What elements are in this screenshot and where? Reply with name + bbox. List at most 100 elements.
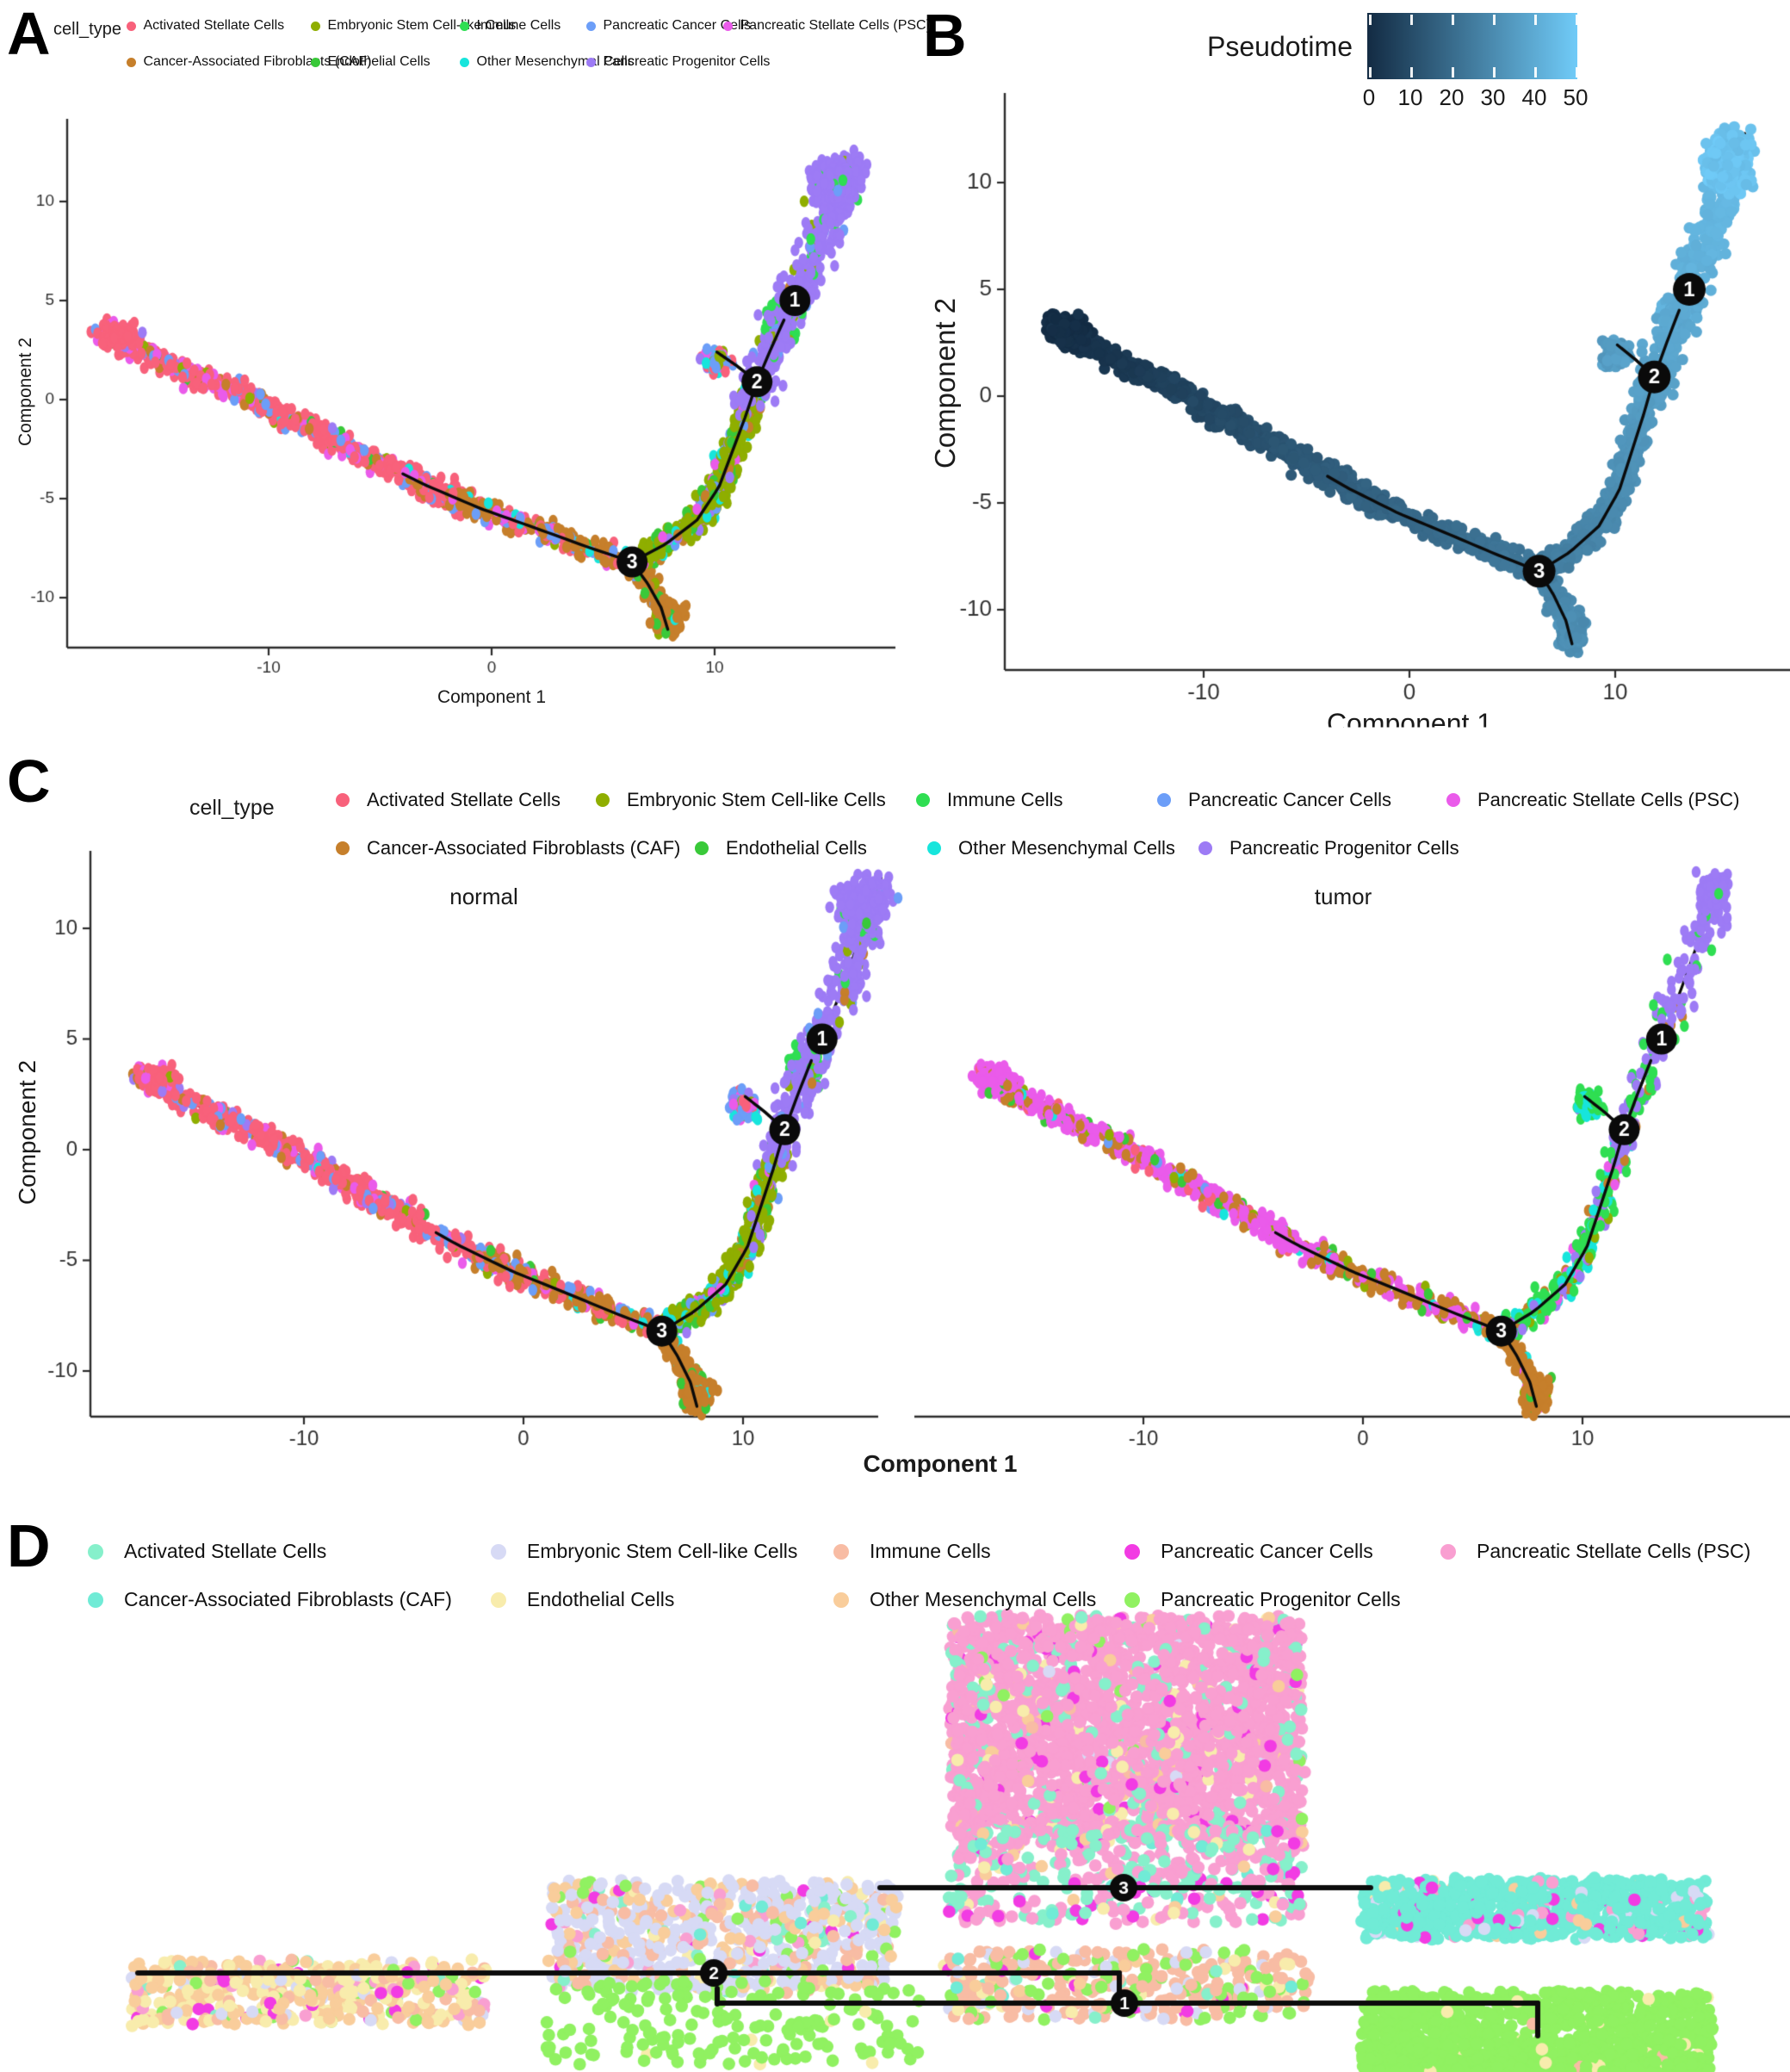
- panel-b-letter: B: [923, 2, 967, 69]
- legend-label: Immune Cells: [870, 1540, 991, 1562]
- legend-label: Other Mesenchymal Cells: [958, 837, 1175, 859]
- pseudotime-colorbar-gradient: [1367, 13, 1577, 79]
- legend-swatch-mes: [833, 1591, 849, 1608]
- panel-a-letter: A: [7, 0, 51, 67]
- colorbar-notch: [1576, 15, 1578, 25]
- legend-label: Activated Stellate Cells: [143, 18, 285, 33]
- legend-swatch-end: [491, 1591, 506, 1608]
- colorbar-notch: [1452, 67, 1454, 78]
- legend-item-imm: Immune Cells: [833, 1540, 991, 1563]
- legend-item-caf: Cancer-Associated Fibroblasts (CAF): [88, 1588, 452, 1611]
- legend-item-pca: Pancreatic Cancer Cells: [1124, 1540, 1373, 1563]
- legend-label: Pancreatic Stellate Cells (PSC): [1477, 789, 1740, 810]
- colorbar-tick-label: 30: [1480, 84, 1506, 110]
- legend-swatch-imm: [833, 1543, 849, 1560]
- colorbar-tick-label: 10: [1397, 84, 1423, 110]
- panel-c-legend-title: cell_type: [189, 796, 275, 820]
- legend-swatch-psc: [1440, 1543, 1456, 1560]
- colorbar-notch: [1576, 67, 1578, 78]
- colorbar-notch: [1534, 67, 1537, 78]
- legend-item-pro: Pancreatic Progenitor Cells: [1124, 1588, 1401, 1611]
- legend-label: Other Mesenchymal Cells: [870, 1588, 1097, 1610]
- legend-swatch-caf: [88, 1591, 103, 1608]
- panel-a-x-axis-title: Component 1: [437, 687, 547, 707]
- legend-item-psc: Pancreatic Stellate Cells (PSC): [1440, 1540, 1750, 1563]
- legend-label: Immune Cells: [476, 18, 561, 33]
- colorbar-notch: [1410, 15, 1413, 25]
- legend-swatch-act: [336, 793, 350, 807]
- legend-label: Pancreatic Stellate Cells (PSC): [740, 18, 931, 33]
- legend-swatch-emb: [491, 1543, 506, 1560]
- legend-label: Pancreatic Cancer Cells: [603, 18, 752, 33]
- legend-label: Endothelial Cells: [327, 54, 430, 69]
- panel-b-y-axis-title: Component 2: [929, 297, 961, 469]
- legend-item-mes: Other Mesenchymal Cells: [927, 837, 1175, 859]
- legend-item-act: Activated Stellate Cells: [88, 1540, 326, 1563]
- panel-b-x-axis-title: Component 1: [1326, 708, 1493, 739]
- colorbar-notch: [1534, 15, 1537, 25]
- legend-label: Embryonic Stem Cell-like Cells: [627, 789, 886, 810]
- legend-item-act: Activated Stellate Cells: [126, 18, 285, 34]
- legend-swatch-caf: [126, 57, 136, 67]
- legend-item-imm: Immune Cells: [459, 18, 561, 34]
- legend-item-emb: Embryonic Stem Cell-like Cells: [596, 789, 886, 811]
- pseudotime-colorbar-title: Pseudotime: [1207, 31, 1353, 62]
- legend-item-emb: Embryonic Stem Cell-like Cells: [310, 18, 517, 34]
- legend-item-emb: Embryonic Stem Cell-like Cells: [491, 1540, 797, 1563]
- legend-label: Pancreatic Progenitor Cells: [603, 54, 771, 69]
- legend-label: Pancreatic Progenitor Cells: [1161, 1588, 1401, 1610]
- legend-swatch-mes: [459, 57, 469, 67]
- legend-item-pro: Pancreatic Progenitor Cells: [585, 54, 771, 70]
- legend-swatch-psc: [722, 21, 733, 31]
- legend-label: Activated Stellate Cells: [367, 789, 561, 810]
- legend-label: Immune Cells: [947, 789, 1063, 810]
- colorbar-notch: [1369, 67, 1372, 78]
- legend-swatch-pro: [1124, 1591, 1140, 1608]
- legend-swatch-pca: [1124, 1543, 1140, 1560]
- panel-a-y-axis-title: Component 2: [15, 337, 35, 447]
- legend-item-imm: Immune Cells: [916, 789, 1062, 811]
- colorbar-tick-label: 20: [1439, 84, 1465, 110]
- legend-swatch-mes: [927, 841, 941, 855]
- legend-label: Activated Stellate Cells: [124, 1540, 327, 1562]
- legend-swatch-emb: [310, 21, 320, 31]
- legend-swatch-end: [695, 841, 709, 855]
- legend-swatch-act: [88, 1543, 103, 1560]
- panel-a-legend-title: cell_type: [53, 20, 121, 39]
- panel-c-letter: C: [7, 748, 51, 815]
- legend-swatch-pro: [585, 57, 596, 67]
- colorbar-notch: [1369, 15, 1372, 25]
- legend-label: Cancer-Associated Fibroblasts (CAF): [367, 837, 681, 859]
- legend-label: Endothelial Cells: [527, 1588, 675, 1610]
- legend-item-psc: Pancreatic Stellate Cells (PSC): [1446, 789, 1739, 811]
- legend-swatch-psc: [1446, 793, 1460, 807]
- legend-item-pca: Pancreatic Cancer Cells: [585, 18, 752, 34]
- legend-swatch-caf: [336, 841, 350, 855]
- legend-swatch-imm: [459, 21, 469, 31]
- legend-label: Embryonic Stem Cell-like Cells: [527, 1540, 798, 1562]
- colorbar-tick-label: 40: [1521, 84, 1547, 110]
- legend-label: Pancreatic Stellate Cells (PSC): [1477, 1540, 1751, 1562]
- legend-label: Pancreatic Cancer Cells: [1188, 789, 1391, 810]
- legend-swatch-pro: [1198, 841, 1212, 855]
- legend-swatch-pca: [1157, 793, 1171, 807]
- colorbar-notch: [1452, 15, 1454, 25]
- legend-swatch-act: [126, 21, 136, 31]
- panel-d-letter: D: [7, 1512, 51, 1579]
- colorbar-notch: [1493, 67, 1496, 78]
- panel-c-y-axis-title: Component 2: [14, 1059, 40, 1206]
- legend-item-end: Endothelial Cells: [310, 54, 430, 70]
- colorbar-notch: [1493, 15, 1496, 25]
- colorbar-notch: [1410, 67, 1413, 78]
- legend-item-pro: Pancreatic Progenitor Cells: [1198, 837, 1459, 859]
- legend-item-psc: Pancreatic Stellate Cells (PSC): [722, 18, 931, 34]
- colorbar-tick-label: 50: [1563, 84, 1589, 110]
- legend-item-pca: Pancreatic Cancer Cells: [1157, 789, 1391, 811]
- legend-label: Embryonic Stem Cell-like Cells: [327, 18, 517, 33]
- legend-swatch-end: [310, 57, 320, 67]
- legend-item-end: Endothelial Cells: [695, 837, 867, 859]
- legend-swatch-pca: [585, 21, 596, 31]
- facet-label-tumor: tumor: [1314, 884, 1372, 909]
